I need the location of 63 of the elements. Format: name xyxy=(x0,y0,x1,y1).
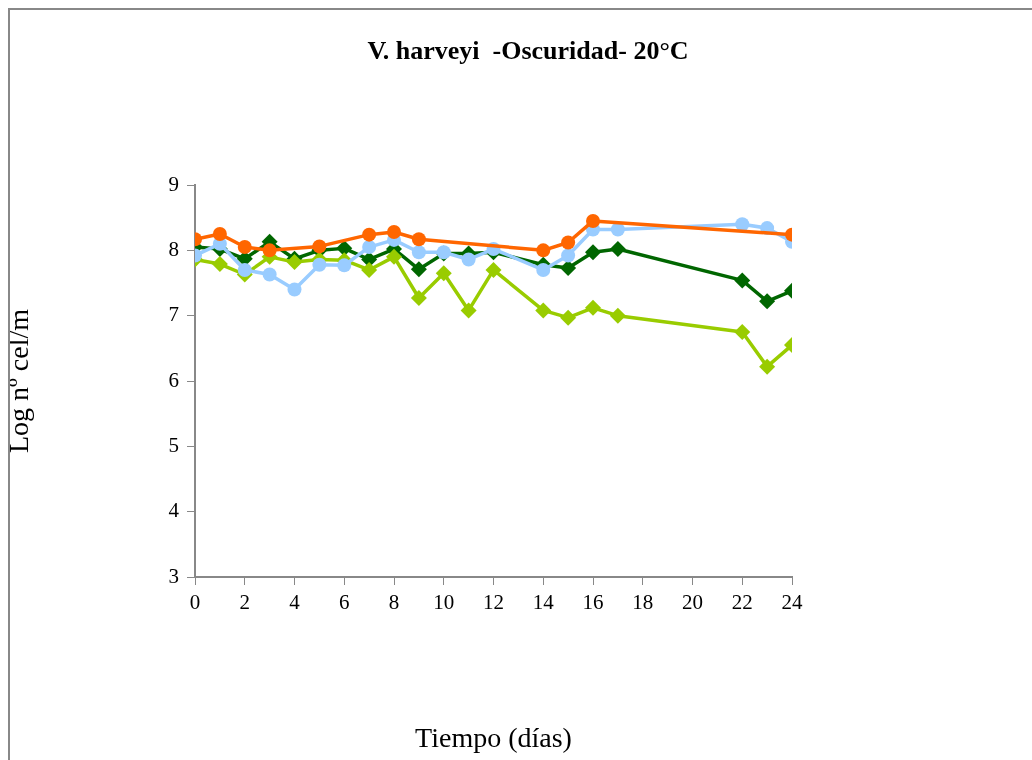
x-tick-label: 6 xyxy=(339,590,350,615)
x-tick-label: 12 xyxy=(483,590,504,615)
x-tick-label: 22 xyxy=(731,590,753,615)
point xyxy=(387,225,401,240)
y-tick-label: 6 xyxy=(168,367,179,392)
point xyxy=(560,309,577,326)
point xyxy=(312,257,327,272)
point xyxy=(536,262,551,277)
x-axis-title: Tiempo (días) xyxy=(415,721,572,753)
point xyxy=(609,307,626,324)
point xyxy=(212,227,227,241)
point xyxy=(411,232,426,247)
point xyxy=(609,241,626,258)
point xyxy=(585,299,601,316)
point xyxy=(237,240,252,255)
point xyxy=(262,243,277,258)
point xyxy=(461,252,476,267)
y-tick-label: 3 xyxy=(168,563,179,588)
x-tick-label: 0 xyxy=(189,590,201,615)
point xyxy=(561,235,576,250)
point xyxy=(410,261,427,278)
point xyxy=(312,239,327,254)
point xyxy=(585,244,601,261)
x-tick-label: 18 xyxy=(632,590,654,615)
point xyxy=(759,358,776,375)
point xyxy=(361,261,378,278)
point xyxy=(435,265,452,282)
point xyxy=(362,227,377,242)
point xyxy=(460,302,477,319)
y-axis-title: Log nº cel/m xyxy=(3,308,35,453)
x-tick-label: 2 xyxy=(239,590,250,615)
point xyxy=(211,256,228,273)
y-tick-label: 4 xyxy=(168,498,180,523)
point xyxy=(410,290,427,307)
point xyxy=(386,248,402,265)
y-tick-label: 9 xyxy=(168,171,179,196)
point xyxy=(735,217,750,232)
point xyxy=(734,324,751,340)
x-tick-label: 10 xyxy=(433,590,455,615)
point xyxy=(286,254,303,271)
point xyxy=(535,302,552,319)
point xyxy=(287,282,302,297)
x-tick-label: 16 xyxy=(582,590,604,615)
point xyxy=(485,261,502,278)
point xyxy=(734,272,751,289)
y-tick-label: 8 xyxy=(168,236,179,261)
y-tick-label: 5 xyxy=(168,432,179,457)
point xyxy=(586,213,600,228)
point xyxy=(759,293,776,310)
point xyxy=(262,267,277,282)
point xyxy=(561,248,576,263)
point xyxy=(237,262,252,277)
x-tick-label: 24 xyxy=(781,590,803,615)
y-tick-label: 7 xyxy=(168,302,179,327)
x-tick-label: 4 xyxy=(289,590,301,615)
chart-title: V. harveyi -Oscuridad- 20°C xyxy=(367,35,689,65)
x-tick-label: 8 xyxy=(388,590,400,615)
point xyxy=(536,243,551,258)
x-tick-label: 20 xyxy=(682,590,703,615)
x-tick-label: 14 xyxy=(532,590,555,615)
point xyxy=(411,245,426,260)
point xyxy=(362,240,377,255)
point xyxy=(337,258,352,273)
